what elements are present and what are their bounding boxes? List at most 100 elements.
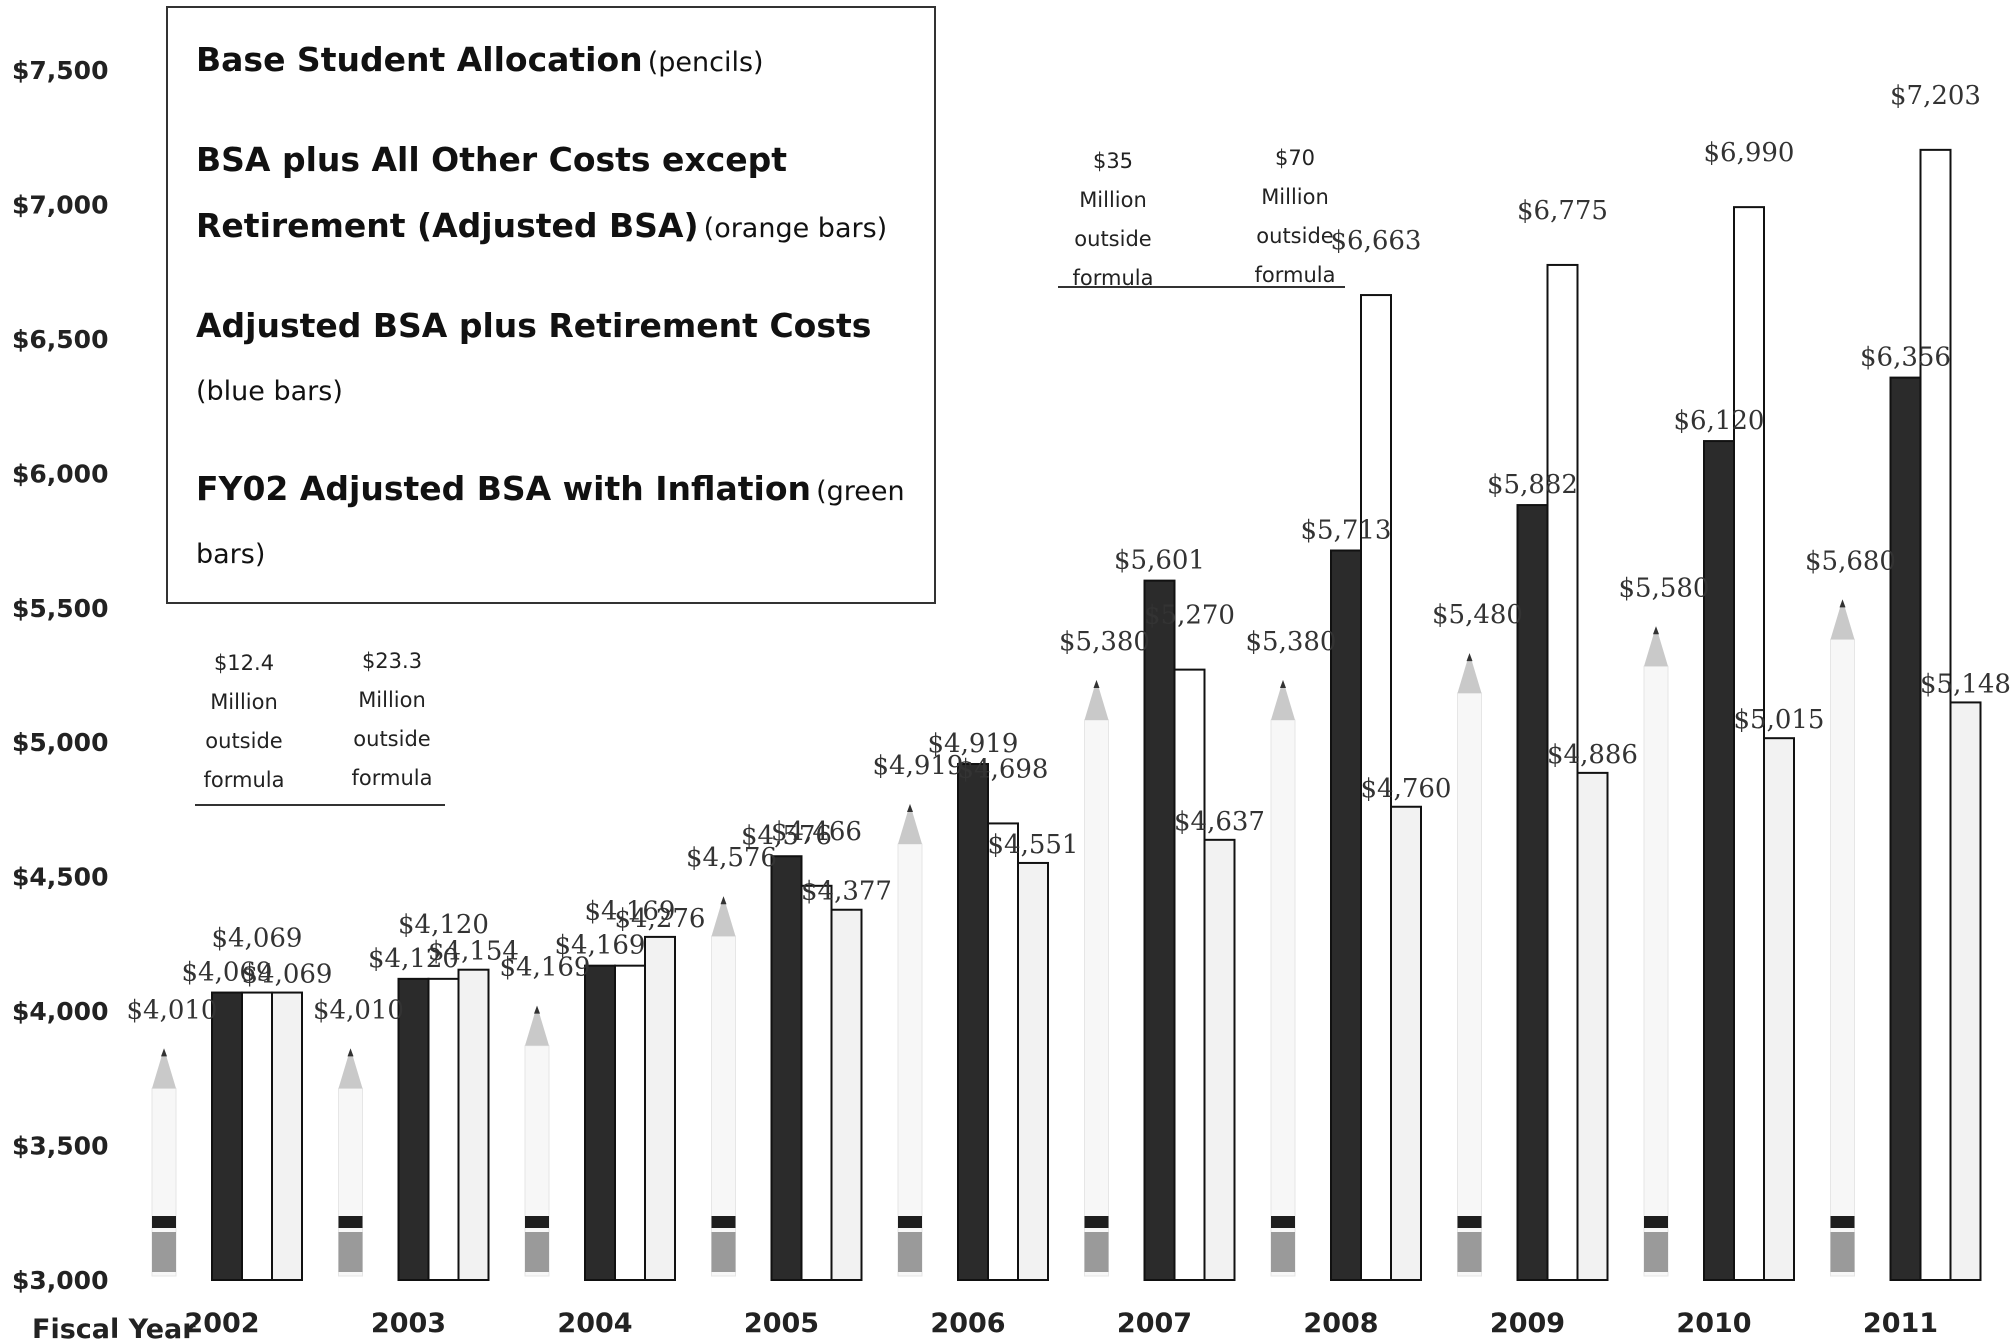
- bar-s3-2006: [1017, 861, 1049, 1281]
- y-tick-label: $3,500: [12, 1132, 108, 1161]
- value-label-s1-2011: $6,356: [1860, 343, 1951, 373]
- value-label-s1-2005: $4,576: [741, 821, 832, 851]
- note-line: Million: [1079, 188, 1147, 212]
- pencil-bsa-2009: [1457, 653, 1482, 1277]
- bar-s1-2007: [1143, 579, 1176, 1281]
- pencil-bsa-2003: [338, 1048, 363, 1277]
- note-line: formula: [352, 766, 433, 790]
- x-axis: Fiscal Year 2002 2003 2004 2005 2006 2007 2008…: [32, 1308, 1938, 1344]
- y-tick-label: $6,000: [12, 459, 108, 488]
- bar-s1-2005: [770, 855, 803, 1282]
- note-line: Million: [210, 690, 278, 714]
- note-line: formula: [204, 768, 285, 792]
- value-labels: $4,010$4,069$4,069$4,069$4,010$4,120$4,1…: [127, 81, 2010, 1026]
- value-label-s3-2008: $4,760: [1361, 774, 1452, 804]
- x-tick-label: 2009: [1490, 1308, 1565, 1339]
- x-axis-title: Fiscal Year: [32, 1314, 196, 1344]
- y-axis: $3,000 $3,500 $4,000 $4,500 $5,000 $5,500 $6,0…: [12, 56, 108, 1295]
- legend-sublabel: (blue bars): [196, 376, 343, 407]
- legend-sublabel: (pencils): [647, 47, 764, 78]
- value-label-s2-2006: $4,698: [958, 754, 1049, 784]
- value-label-pencil-2007: $5,380: [1059, 627, 1150, 657]
- legend-label: BSA plus All Other Costs except Retireme…: [196, 140, 788, 245]
- value-label-s3-2003: $4,154: [428, 937, 519, 967]
- note-line: outside: [205, 729, 282, 753]
- value-label-s2-2010: $6,990: [1704, 138, 1795, 168]
- bar-s2-2009: [1546, 263, 1579, 1281]
- value-label-pencil-2009: $5,480: [1432, 600, 1523, 630]
- x-tick-label: 2003: [371, 1308, 446, 1339]
- x-tick-label: 2011: [1863, 1308, 1938, 1339]
- pencil-bsa-2007: [1084, 680, 1109, 1277]
- value-label-pencil-2010: $5,580: [1619, 573, 1710, 603]
- pencil-bsa-2005: [711, 896, 736, 1277]
- value-label-s3-2009: $4,886: [1547, 740, 1638, 770]
- bar-s3-2009: [1576, 771, 1609, 1281]
- y-tick-label: $3,000: [12, 1266, 108, 1295]
- pencil-bsa-2008: [1270, 680, 1296, 1277]
- value-label-s3-2004: $4,276: [615, 904, 706, 934]
- x-tick-label: 2010: [1676, 1308, 1751, 1339]
- note-line: $35: [1093, 149, 1133, 173]
- bar-s2-2002: [241, 991, 273, 1282]
- x-tick-label: 2002: [184, 1308, 259, 1339]
- value-label-s3-2007: $4,637: [1174, 807, 1265, 837]
- value-label-s3-2010: $5,015: [1734, 705, 1825, 735]
- note-line: Million: [1261, 185, 1329, 209]
- bar-s2-2007: [1173, 668, 1206, 1281]
- y-tick-label: $4,500: [12, 863, 108, 892]
- value-label-s3-2005: $4,377: [801, 877, 892, 907]
- note-line: formula: [1255, 263, 1336, 287]
- x-tick-label: 2005: [744, 1308, 819, 1339]
- pencil-bsa-2011: [1830, 599, 1855, 1277]
- note-line: $23.3: [362, 649, 422, 673]
- note-line: outside: [1074, 227, 1151, 251]
- bar-s1-2004: [584, 964, 616, 1281]
- value-label-pencil-2005: $4,576: [686, 843, 777, 873]
- pencil-bsa-2006: [897, 804, 923, 1277]
- note-line: $70: [1275, 146, 1315, 170]
- value-label-s1-2009: $5,882: [1487, 470, 1578, 500]
- y-tick-label: $4,000: [12, 997, 108, 1026]
- bar-s1-2010: [1703, 440, 1735, 1282]
- bar-s2-2010: [1733, 206, 1765, 1282]
- value-label-s1-2004: $4,169: [555, 931, 646, 961]
- bar-s1-2008: [1330, 549, 1362, 1281]
- x-tick-label: 2004: [557, 1308, 632, 1339]
- legend-entry-green: FY02 Adjusted BSA with Inflation (green …: [196, 459, 920, 588]
- y-tick-label: $7,000: [12, 190, 108, 219]
- value-label-s2-2002: $4,069: [212, 924, 303, 954]
- legend-entry-orange: BSA plus All Other Costs except Retireme…: [196, 130, 920, 262]
- legend-entry-blue: Adjusted BSA plus Retirement Costs (blue…: [196, 296, 920, 425]
- bar-s1-2006: [957, 763, 989, 1281]
- pencil-bsa-2004: [524, 1005, 550, 1277]
- legend-sublabel: (orange bars): [703, 213, 888, 244]
- bar-s1-2011: [1889, 376, 1922, 1281]
- value-label-s1-2007: $5,601: [1114, 546, 1205, 576]
- value-label-s3-2002: $4,069: [242, 960, 333, 990]
- bar-s2-2006: [987, 822, 1019, 1282]
- x-tick-label: 2006: [930, 1308, 1005, 1339]
- bar-s3-2002: [271, 991, 303, 1282]
- value-label-s1-2010: $6,120: [1674, 406, 1765, 436]
- annotations: $12.4 Million outside formula $23.3 Million ou…: [195, 146, 1345, 806]
- pencil-bsa-2002: [151, 1048, 177, 1277]
- bar-series: [151, 148, 1982, 1282]
- bar-s1-2002: [211, 991, 243, 1282]
- value-label-s2-2008: $6,663: [1331, 226, 1422, 256]
- bar-s3-2010: [1763, 737, 1795, 1281]
- bar-s3-2007: [1203, 838, 1236, 1282]
- bar-s2-2005: [800, 884, 833, 1281]
- bar-s2-2003: [427, 977, 460, 1281]
- value-label-s2-2005: $4,466: [771, 817, 862, 847]
- note-line: Million: [358, 688, 426, 712]
- value-label-s2-2004: $4,169: [585, 897, 676, 927]
- value-label-pencil-2003: $4,010: [313, 995, 404, 1025]
- legend-label: Adjusted BSA plus Retirement Costs: [196, 306, 872, 345]
- legend-label: Base Student Allocation: [196, 40, 643, 79]
- bar-s3-2005: [830, 908, 863, 1281]
- value-label-s1-2002: $4,069: [182, 958, 273, 988]
- value-label-s2-2003: $4,120: [398, 910, 489, 940]
- bar-s2-2008: [1360, 294, 1392, 1281]
